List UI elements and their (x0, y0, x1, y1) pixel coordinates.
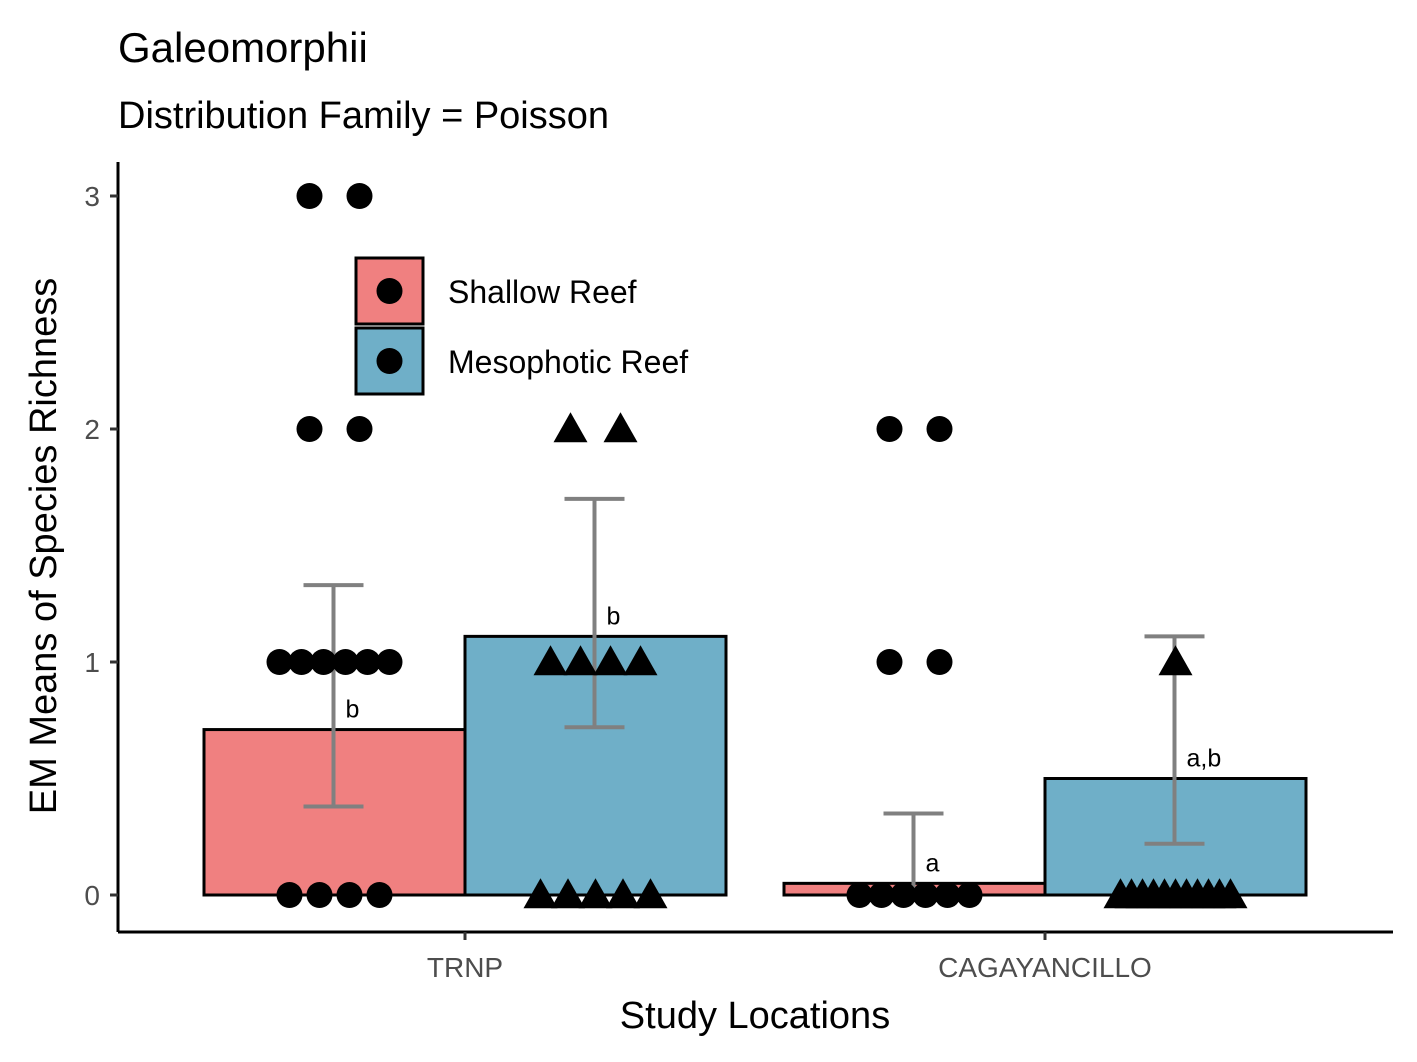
x-tick-label: CAGAYANCILLO (938, 952, 1152, 983)
legend-item-mesophotic-reef: Mesophotic Reef (354, 326, 688, 396)
y-tick-label: 2 (84, 414, 100, 445)
data-point (606, 878, 640, 909)
data-point (623, 645, 658, 676)
error-bar-trnp-1 (564, 496, 625, 730)
error-bars-layer (303, 496, 1205, 895)
significance-letter: b (607, 602, 621, 630)
data-point (310, 649, 337, 675)
chart-subtitle: Distribution Family = Poisson (118, 95, 609, 137)
data-point (366, 882, 393, 908)
data-point (266, 649, 293, 675)
data-point (578, 878, 613, 909)
data-point (551, 878, 585, 909)
data-point (354, 649, 381, 675)
data-point (593, 645, 628, 676)
data-point (336, 882, 363, 908)
x-axis-title: Study Locations (620, 995, 890, 1037)
data-point (633, 878, 668, 909)
data-point (846, 882, 873, 908)
legend-label: Shallow Reef (448, 274, 637, 310)
y-tick-label: 1 (84, 647, 100, 678)
legend: Shallow Reef Mesophotic Reef (354, 256, 688, 396)
data-point (346, 183, 373, 209)
legend-label: Mesophotic Reef (448, 344, 688, 380)
chart-title: Galeomorphii (118, 24, 368, 71)
significance-letter: a,b (1187, 745, 1222, 773)
data-point (926, 416, 953, 442)
error-bar-trnp-0 (303, 583, 364, 809)
data-point (868, 882, 895, 908)
significance-letter: b (346, 696, 360, 724)
data-point (876, 416, 903, 442)
significance-letters-layer: b a b a,b (346, 602, 1222, 877)
x-axis-ticks: TRNP CAGAYANCILLO (427, 932, 1152, 983)
legend-key-marker (376, 348, 403, 374)
data-point (306, 882, 333, 908)
data-point (523, 878, 558, 909)
significance-letter: a (926, 849, 940, 877)
y-axis-title: EM Means of Species Richness (23, 278, 65, 814)
data-point (934, 882, 961, 908)
data-point (890, 882, 917, 908)
data-point (376, 649, 403, 675)
data-point (563, 645, 598, 676)
points-layer (266, 183, 1248, 909)
data-point (553, 412, 588, 443)
bars-layer (202, 634, 1308, 897)
legend-key-marker (376, 278, 403, 304)
x-tick-label: TRNP (427, 952, 503, 983)
data-point (926, 649, 953, 675)
data-point (912, 882, 939, 908)
data-point (288, 649, 315, 675)
data-point (346, 416, 373, 442)
data-point (296, 183, 323, 209)
y-tick-label: 0 (84, 880, 100, 911)
y-tick-label: 3 (84, 181, 100, 212)
y-axis-ticks: 0 1 2 3 (84, 181, 118, 911)
data-point (956, 882, 983, 908)
data-point (296, 416, 323, 442)
data-point (533, 645, 568, 676)
legend-item-shallow-reef: Shallow Reef (354, 256, 637, 326)
data-point (876, 649, 903, 675)
data-point (276, 882, 303, 908)
data-point (603, 412, 638, 443)
data-point (1213, 878, 1248, 909)
data-point (332, 649, 359, 675)
data-point (1158, 645, 1193, 676)
